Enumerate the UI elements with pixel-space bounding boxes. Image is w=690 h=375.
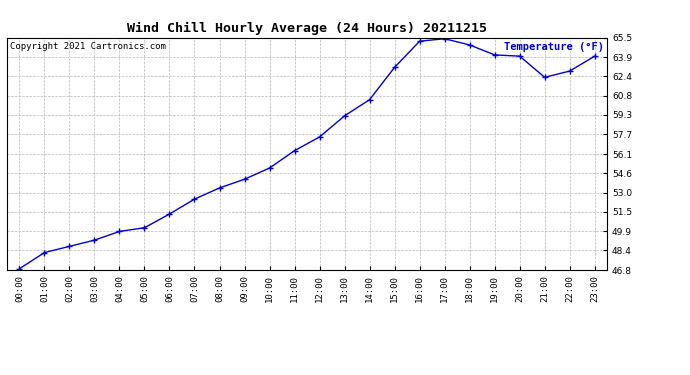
Text: Temperature (°F): Temperature (°F) xyxy=(504,42,604,52)
Text: Copyright 2021 Cartronics.com: Copyright 2021 Cartronics.com xyxy=(10,42,166,51)
Title: Wind Chill Hourly Average (24 Hours) 20211215: Wind Chill Hourly Average (24 Hours) 202… xyxy=(127,22,487,35)
